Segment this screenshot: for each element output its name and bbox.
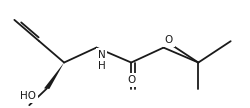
Text: O: O — [127, 75, 135, 85]
Polygon shape — [44, 63, 64, 89]
Text: HO: HO — [20, 91, 36, 101]
Text: N
H: N H — [98, 50, 106, 71]
Text: O: O — [165, 35, 173, 45]
